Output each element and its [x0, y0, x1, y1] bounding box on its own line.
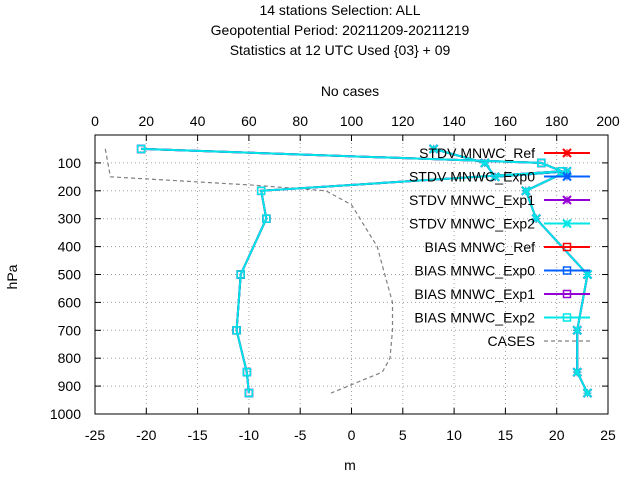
x2-tick-label: 60 [241, 113, 257, 129]
chart-title-line-2: Geopotential Period: 20211209-20211219 [211, 22, 470, 38]
data-point [236, 270, 245, 279]
legend-marker [562, 218, 572, 229]
x2-tick-label: 40 [190, 113, 206, 129]
series-line-7 [141, 147, 563, 394]
y-tick-label: 100 [58, 155, 82, 171]
data-point [262, 214, 271, 223]
legend-marker [562, 289, 572, 299]
legend-marker [562, 266, 572, 275]
legend-label: BIAS MNWC_Exp1 [414, 286, 535, 302]
cases-layer [104, 148, 394, 394]
data-point [572, 325, 582, 336]
y-tick-label: 600 [58, 294, 82, 310]
data-point [428, 144, 439, 154]
x-tick-label: 0 [348, 427, 356, 443]
legend-marker [562, 171, 572, 182]
series-line-8 [104, 148, 394, 394]
data-point [490, 172, 500, 182]
data-point [244, 388, 254, 398]
series-layer [136, 144, 593, 398]
x2-tick-label: 140 [442, 113, 466, 129]
legend-label: BIAS MNWC_Exp0 [414, 263, 535, 279]
data-point [557, 167, 567, 176]
data-point [537, 158, 546, 168]
y-tick-label: 500 [58, 267, 82, 283]
data-point [242, 367, 252, 377]
x-tick-label: 15 [498, 427, 514, 443]
legend: STDV MNWC_Ref STDV MNWC_Exp0 STDV MNWC_Exp… [409, 145, 590, 349]
data-point [136, 144, 146, 154]
x2-tick-label: 80 [292, 113, 308, 129]
x-tick-label: -20 [136, 427, 156, 443]
x-tick-label: -25 [85, 427, 105, 443]
legend-marker [562, 313, 572, 322]
data-point [572, 367, 582, 377]
data-point [232, 326, 241, 335]
x2-axis-label: No cases [321, 83, 379, 99]
legend-label: STDV MNWC_Exp1 [409, 192, 535, 208]
x2-tick-label: 180 [545, 113, 569, 129]
series-line-3 [433, 147, 589, 394]
y-tick-label: 1000 [50, 406, 81, 422]
x-tick-label: 5 [399, 427, 407, 443]
data-point [531, 213, 541, 224]
chart-title-line-1: 14 stations Selection: ALL [259, 2, 420, 18]
y-tick-label: 800 [58, 350, 82, 366]
x2-tick-label: 200 [596, 113, 620, 129]
x-tick-label: 10 [446, 427, 462, 443]
data-point [582, 269, 593, 280]
y-tick-label: 900 [58, 378, 82, 394]
y-axis-label: hPa [4, 264, 20, 289]
x-tick-label: 25 [600, 427, 616, 443]
x2-tick-label: 0 [91, 113, 99, 129]
y-tick-label: 200 [58, 183, 82, 199]
data-point [582, 388, 593, 398]
x-tick-label: -15 [187, 427, 207, 443]
data-point [521, 186, 531, 196]
x-axis-label: m [344, 457, 356, 473]
x2-tick-label: 120 [391, 113, 415, 129]
legend-label: STDV MNWC_Exp0 [409, 169, 535, 185]
axis-ticks: -25 -20 -15 -10 -5 0 5 10 15 20 25 0 20 40 60 80 100 120 1… [50, 113, 620, 443]
x2-tick-label: 100 [340, 113, 364, 129]
data-point [256, 186, 266, 196]
legend-marker [562, 148, 572, 158]
legend-label: CASES [488, 333, 535, 349]
legend-marker [562, 195, 572, 205]
x-tick-label: 20 [549, 427, 565, 443]
x-tick-label: -5 [294, 427, 307, 443]
x-tick-label: -10 [239, 427, 259, 443]
y-tick-label: 400 [58, 239, 82, 255]
y-tick-label: 300 [58, 211, 82, 227]
legend-label: BIAS MNWC_Exp2 [414, 310, 535, 326]
grid-lines [95, 135, 608, 414]
x2-tick-label: 160 [494, 113, 518, 129]
y-tick-label: 700 [58, 322, 82, 338]
x2-tick-label: 20 [139, 113, 155, 129]
legend-label: STDV MNWC_Ref [419, 145, 535, 161]
chart-title-line-3: Statistics at 12 UTC Used {03} + 09 [230, 42, 451, 58]
legend-marker [562, 242, 572, 252]
legend-label: STDV MNWC_Exp2 [409, 216, 535, 232]
legend-label: BIAS MNWC_Ref [425, 239, 536, 255]
